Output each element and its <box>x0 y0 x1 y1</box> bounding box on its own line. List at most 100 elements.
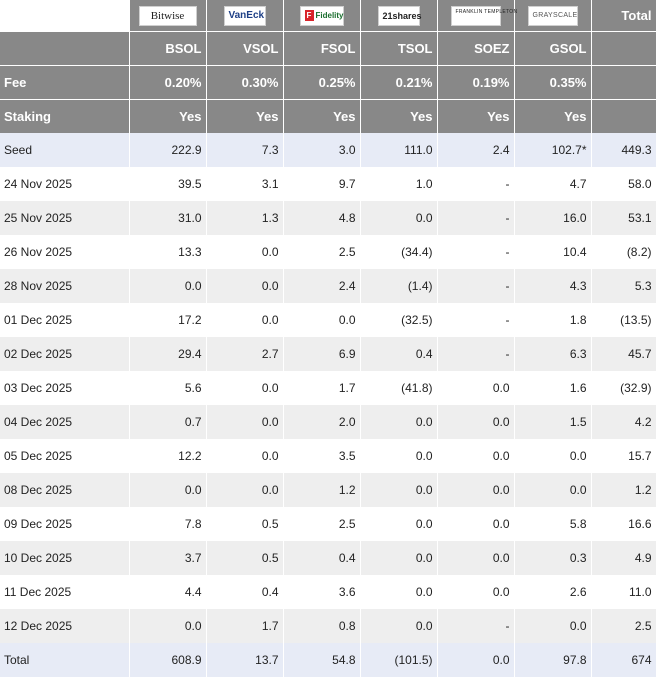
table-row: 05 Dec 2025 12.2 0.0 3.5 0.0 0.0 0.0 15.7 <box>0 439 656 473</box>
flow-cell: 102.7* <box>514 133 592 167</box>
flow-cell: 7.3 <box>206 133 284 167</box>
flow-cell: 4.8 <box>283 201 361 235</box>
row-label: 26 Nov 2025 <box>0 235 130 269</box>
flow-cell: 0.0 <box>360 507 438 541</box>
fee-row: Fee 0.20% 0.30% 0.25% 0.21% 0.19% 0.35% <box>0 65 656 100</box>
ticker-cell: BSOL <box>129 31 207 66</box>
flow-cell: 3.0 <box>283 133 361 167</box>
flow-cell: 0.0 <box>129 269 207 303</box>
flow-cell: 2.5 <box>283 507 361 541</box>
flow-cell: - <box>437 235 515 269</box>
flow-cell: 0.4 <box>360 337 438 371</box>
row-total-cell: 45.7 <box>591 337 656 371</box>
flow-cell: - <box>437 269 515 303</box>
table-row: 12 Dec 2025 0.0 1.7 0.8 0.0-0.0 2.5 <box>0 609 656 643</box>
row-label: 25 Nov 2025 <box>0 201 130 235</box>
flow-cell: 0.0 <box>206 439 284 473</box>
row-label: 12 Dec 2025 <box>0 609 130 643</box>
fee-cell: 0.20% <box>129 65 207 100</box>
row-total-cell: (32.9) <box>591 371 656 405</box>
flow-cell: 111.0 <box>360 133 438 167</box>
flow-cell: 0.0 <box>360 473 438 507</box>
table-row: 03 Dec 2025 5.6 0.0 1.7 (41.8) 0.0 1.6 (32.9) <box>0 371 656 405</box>
table-row: 10 Dec 2025 3.7 0.5 0.4 0.0 0.0 0.3 4.9 <box>0 541 656 575</box>
flow-cell: 4.7 <box>514 167 592 201</box>
ticker-cell: FSOL <box>283 31 361 66</box>
flow-cell: 3.7 <box>129 541 207 575</box>
row-total-cell: 674 <box>591 643 656 677</box>
flow-cell: 0.0 <box>129 473 207 507</box>
flow-cell: 6.9 <box>283 337 361 371</box>
flow-cell: - <box>437 609 515 643</box>
flow-cell: 0.0 <box>360 439 438 473</box>
row-total-cell: 58.0 <box>591 167 656 201</box>
flow-cell: 0.0 <box>206 235 284 269</box>
flow-cell: 0.3 <box>514 541 592 575</box>
row-total-cell: 5.3 <box>591 269 656 303</box>
issuer-logo-cell: GRAYSCALE <box>514 0 592 32</box>
flow-cell: 54.8 <box>283 643 361 677</box>
corner-cell <box>0 0 130 32</box>
flow-cell: 6.3 <box>514 337 592 371</box>
table-row: 28 Nov 2025 0.0 0.0 2.4 (1.4) -4.3 5.3 <box>0 269 656 303</box>
flow-cell: 2.4 <box>283 269 361 303</box>
flow-cell: (32.5) <box>360 303 438 337</box>
flow-rows: Seed 222.9 7.3 3.0 111.0 2.4 102.7* 449.3 24 Nov… <box>0 133 656 677</box>
ticker-cell: GSOL <box>514 31 592 66</box>
flow-cell: 0.8 <box>283 609 361 643</box>
flow-cell: 4.4 <box>129 575 207 609</box>
row-label: 08 Dec 2025 <box>0 473 130 507</box>
flow-cell: 0.0 <box>514 609 592 643</box>
staking-cell: Yes <box>514 99 592 133</box>
ticker-row: BSOL VSOL FSOL TSOL SOEZ GSOL <box>0 31 656 66</box>
franklin-templeton-logo: FRANKLIN TEMPLETON <box>450 5 517 26</box>
row-label: 04 Dec 2025 <box>0 405 130 439</box>
flow-cell: 13.3 <box>129 235 207 269</box>
flow-cell: 0.0 <box>206 405 284 439</box>
fee-total-cell <box>591 65 656 100</box>
flow-cell: - <box>437 201 515 235</box>
flow-cell: 16.0 <box>514 201 592 235</box>
staking-cell: Yes <box>283 99 361 133</box>
row-total-cell: 1.2 <box>591 473 656 507</box>
flow-cell: 2.0 <box>283 405 361 439</box>
table-row: 08 Dec 2025 0.0 0.0 1.2 0.0 0.0 0.0 1.2 <box>0 473 656 507</box>
flow-cell: 0.0 <box>360 575 438 609</box>
flow-cell: 222.9 <box>129 133 207 167</box>
row-total-cell: (8.2) <box>591 235 656 269</box>
fee-cell: 0.19% <box>437 65 515 100</box>
flow-cell: 1.7 <box>206 609 284 643</box>
flow-cell: 0.0 <box>437 371 515 405</box>
vaneck-logo: VanEck <box>223 5 266 26</box>
row-total-cell: 2.5 <box>591 609 656 643</box>
flow-cell: 0.0 <box>360 405 438 439</box>
flow-cell: 0.0 <box>437 643 515 677</box>
flow-cell: - <box>437 337 515 371</box>
bitwise-logo: Bitwise <box>138 5 197 26</box>
flow-cell: 0.0 <box>206 303 284 337</box>
flow-cell: 0.0 <box>360 541 438 575</box>
row-label: 10 Dec 2025 <box>0 541 130 575</box>
table-row: 04 Dec 2025 0.7 0.0 2.0 0.0 0.0 1.5 4.2 <box>0 405 656 439</box>
flow-cell: 0.0 <box>437 473 515 507</box>
flow-cell: 2.7 <box>206 337 284 371</box>
table-row: 11 Dec 2025 4.4 0.4 3.6 0.0 0.0 2.6 11.0 <box>0 575 656 609</box>
staking-total-cell <box>591 99 656 133</box>
ticker-cell: VSOL <box>206 31 284 66</box>
staking-cell: Yes <box>129 99 207 133</box>
flow-cell: (101.5) <box>360 643 438 677</box>
flow-cell: - <box>437 303 515 337</box>
flow-cell: 5.6 <box>129 371 207 405</box>
fee-cell: 0.30% <box>206 65 284 100</box>
issuer-logo-cell: FRANKLIN TEMPLETON <box>437 0 517 32</box>
fee-cell: 0.21% <box>360 65 438 100</box>
table-row: 02 Dec 2025 29.4 2.7 6.9 0.4-6.3 45.7 <box>0 337 656 371</box>
flow-cell: 3.6 <box>283 575 361 609</box>
flow-cell: 4.3 <box>514 269 592 303</box>
issuer-logo-cell: VanEck <box>206 0 284 32</box>
flow-cell: 0.0 <box>129 609 207 643</box>
row-total-cell: 16.6 <box>591 507 656 541</box>
fidelity-mark-icon: F <box>304 9 314 21</box>
flow-cell: - <box>437 167 515 201</box>
